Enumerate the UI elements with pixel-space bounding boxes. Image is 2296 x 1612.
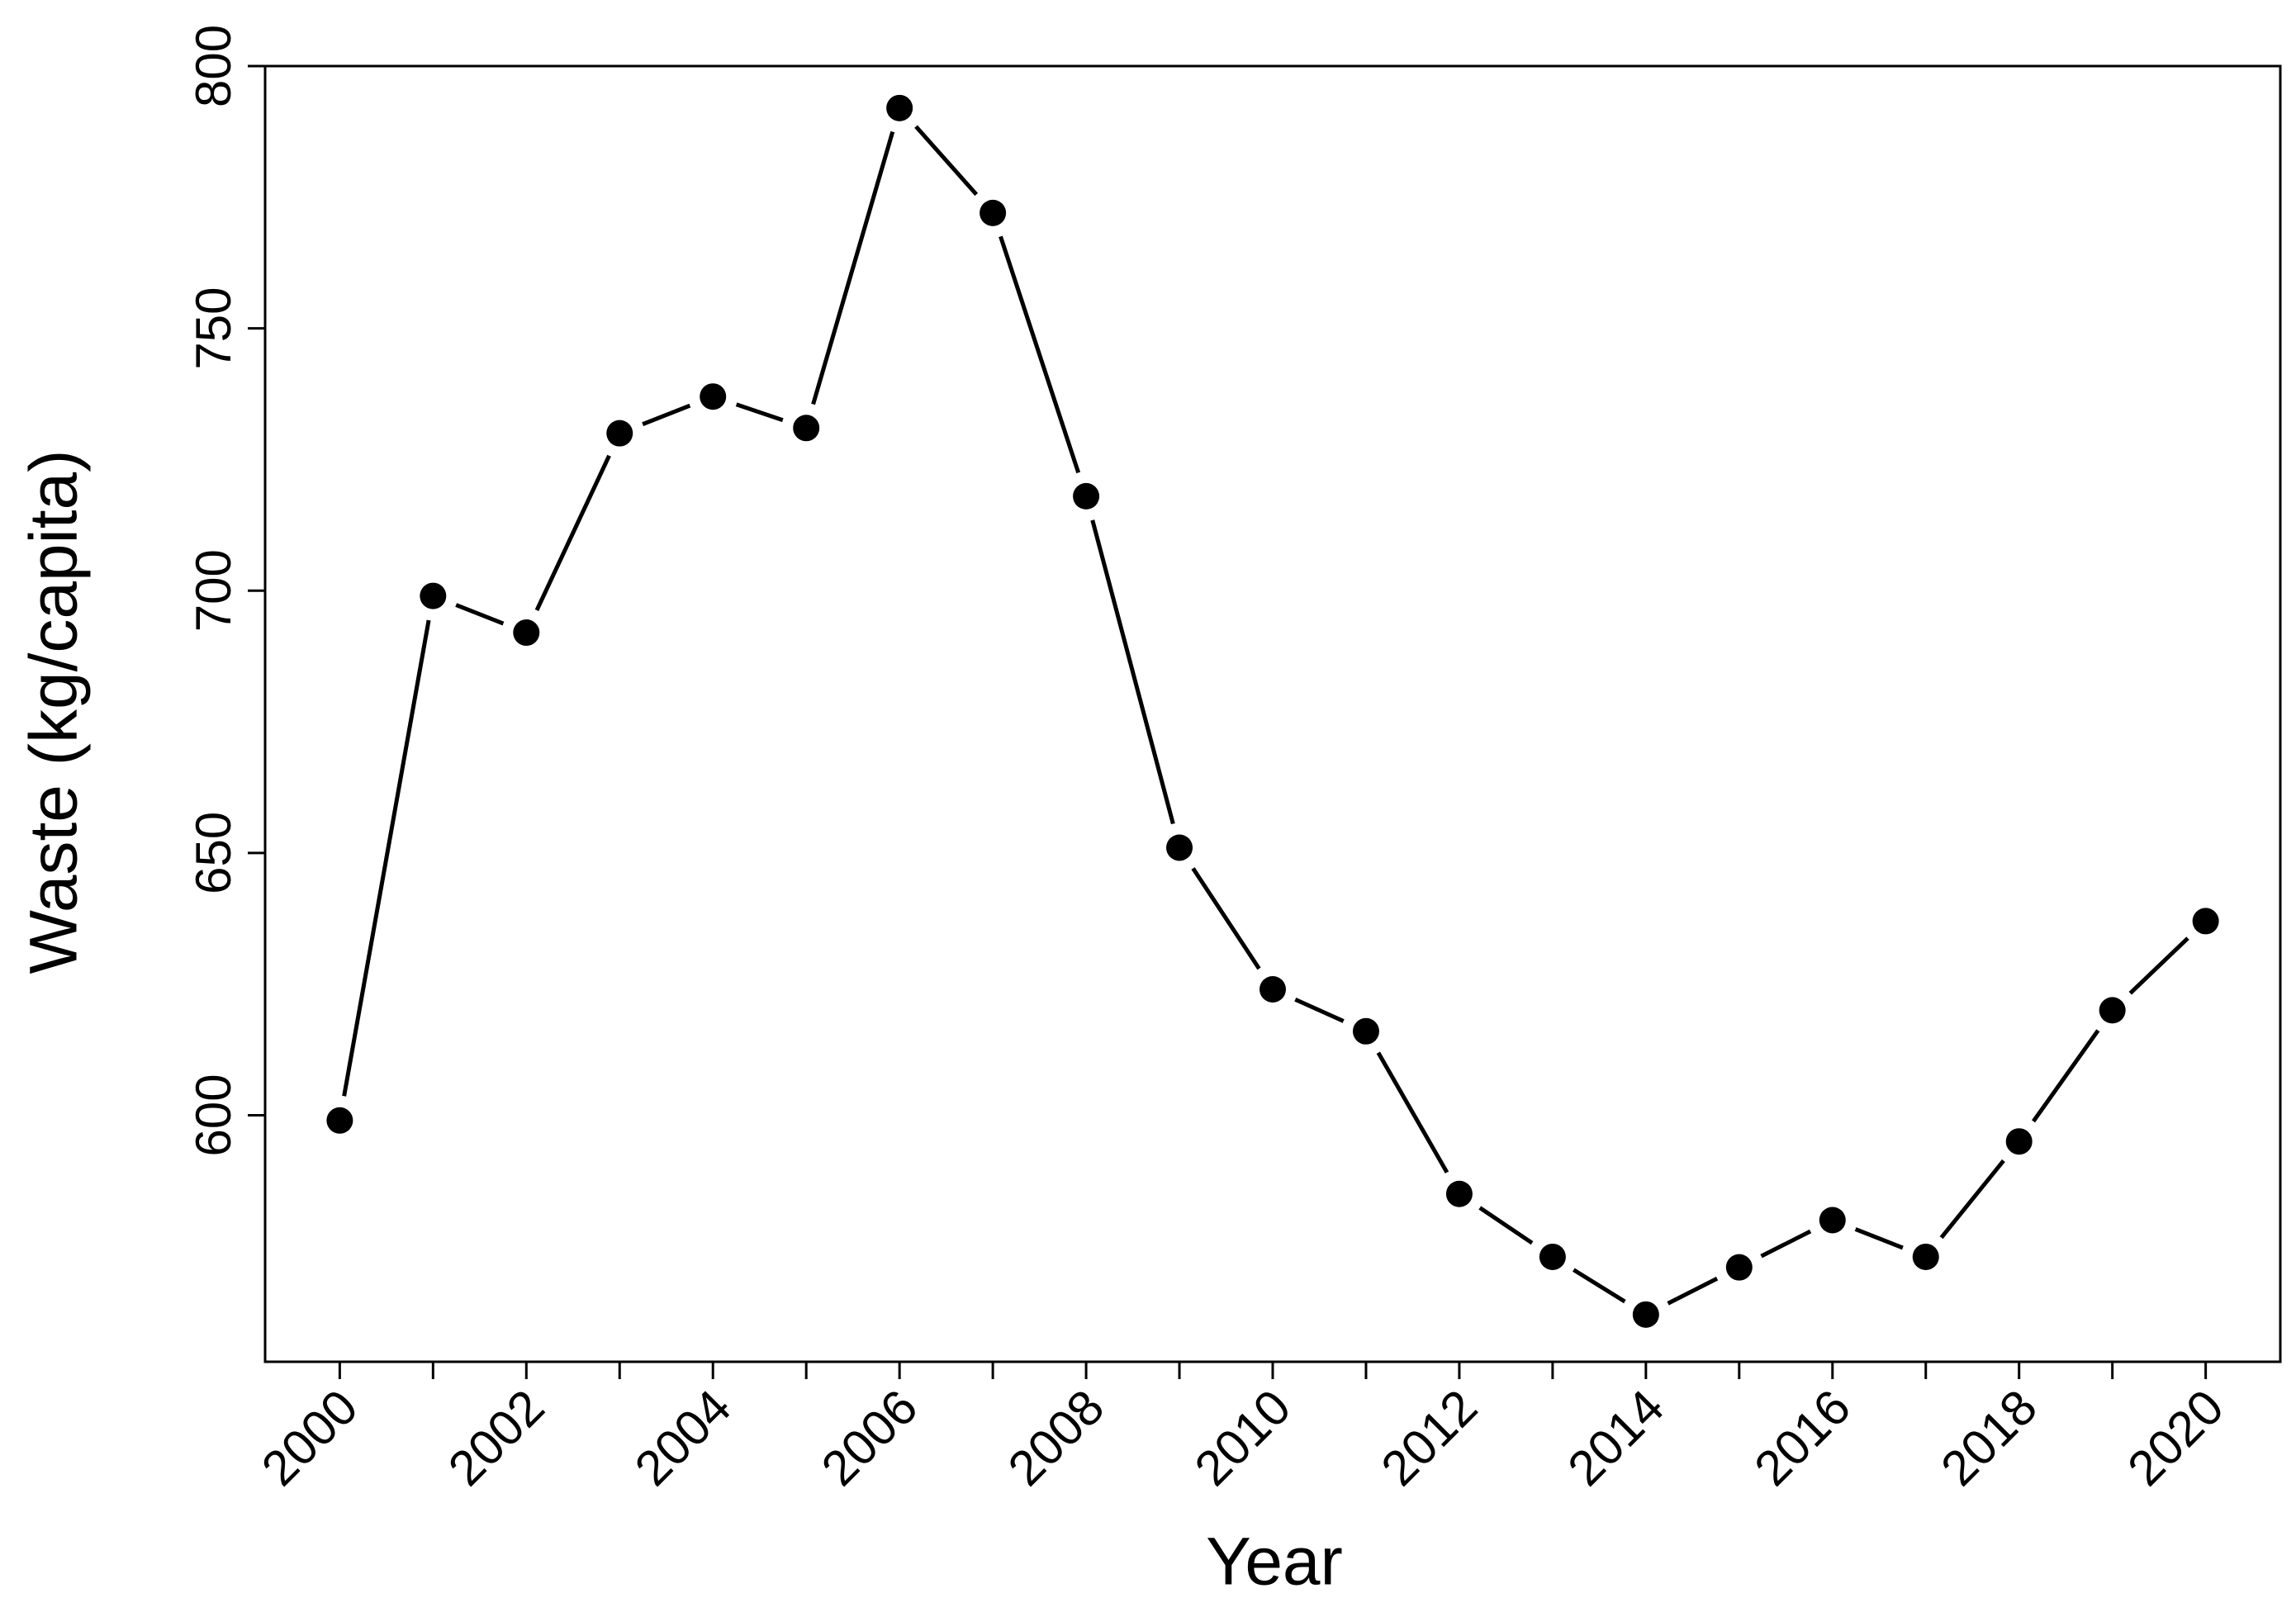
x-axis-title: Year [1206, 1524, 1343, 1600]
data-point [326, 1107, 353, 1134]
x-tick-label: 2010 [1184, 1379, 1302, 1496]
data-point [606, 420, 633, 447]
data-point [1912, 1243, 1939, 1270]
data-point [1445, 1180, 1473, 1207]
data-point [1539, 1243, 1566, 1270]
x-tick-label: 2004 [624, 1379, 742, 1496]
data-line [337, 103, 2208, 1317]
x-tick-label: 2000 [251, 1379, 368, 1496]
y-axis-title: Waste (kg/capita) [17, 450, 92, 974]
data-point [2192, 908, 2219, 935]
x-tick-label: 2020 [2117, 1379, 2234, 1496]
plot-box [263, 64, 2282, 1363]
y-tick-label: 800 [186, 25, 241, 107]
data-point [2099, 997, 2126, 1024]
x-tick-label: 2008 [998, 1379, 1115, 1496]
data-point [1819, 1207, 1846, 1234]
x-tick-label: 2016 [1743, 1379, 1861, 1496]
y-tick-label: 750 [186, 287, 241, 370]
x-tick-label: 2014 [1557, 1379, 1674, 1496]
data-point [1073, 482, 1100, 510]
data-point [1352, 1017, 1379, 1045]
x-tick-label: 2002 [438, 1379, 555, 1496]
data-point [700, 383, 727, 410]
data-point [1166, 834, 1193, 861]
data-point [1725, 1254, 1753, 1281]
data-point [513, 619, 540, 647]
data-point [980, 199, 1007, 226]
y-tick-label: 700 [186, 549, 241, 632]
data-point [2005, 1128, 2033, 1155]
data-point [1259, 975, 1286, 1003]
y-tick-label: 600 [186, 1074, 241, 1156]
data-point [420, 582, 447, 609]
data-point [793, 415, 820, 442]
y-tick-label: 650 [186, 812, 241, 894]
x-tick-label: 2006 [811, 1379, 928, 1496]
data-point [1632, 1301, 1659, 1328]
x-tick-label: 2012 [1371, 1379, 1488, 1496]
x-tick-label: 2018 [1930, 1379, 2047, 1496]
data-point [886, 94, 913, 121]
